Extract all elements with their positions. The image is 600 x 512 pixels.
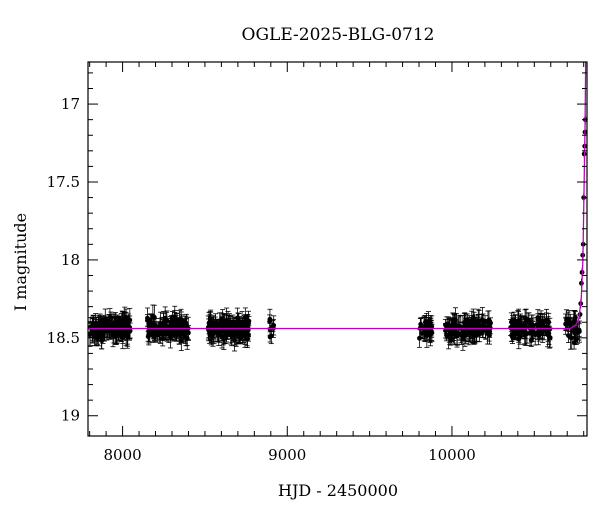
data-point	[208, 328, 214, 334]
data-point	[219, 320, 225, 326]
data-point	[537, 321, 543, 327]
data-point	[215, 327, 221, 333]
x-tick-label: 8000	[103, 446, 141, 464]
data-point	[267, 316, 273, 322]
data-point	[565, 320, 570, 326]
data-point	[475, 318, 481, 324]
data-point	[106, 317, 112, 323]
data-point	[122, 316, 128, 322]
data-point	[241, 333, 247, 338]
y-tick-label: 17.5	[47, 173, 80, 191]
data-point	[446, 323, 452, 329]
x-tick-label: 10000	[428, 446, 476, 464]
data-point	[576, 328, 582, 334]
plot-area	[87, 61, 588, 352]
data-point	[422, 319, 428, 325]
data-point	[184, 322, 189, 328]
data-point	[451, 319, 457, 325]
data-point	[523, 331, 529, 337]
data-point	[223, 334, 229, 340]
data-point	[151, 315, 157, 320]
axis-ticks: 8000 9000 10000 17 17.5 18 18.5 19	[47, 62, 587, 464]
data-point	[115, 319, 121, 325]
data-point	[224, 317, 230, 323]
data-point	[573, 328, 578, 334]
model-curve	[88, 61, 587, 330]
data-point	[420, 330, 426, 336]
data-point	[230, 328, 236, 333]
data-point	[515, 331, 521, 336]
data-point	[530, 329, 536, 335]
data-point	[124, 334, 130, 340]
x-axis-label: HJD - 2450000	[278, 481, 398, 500]
y-axis-label: I magnitude	[11, 213, 30, 311]
data-point	[246, 318, 252, 324]
x-tick-label: 9000	[268, 446, 306, 464]
data-point	[571, 318, 577, 323]
data-point	[467, 330, 473, 335]
y-tick-label: 18.5	[47, 329, 80, 347]
data-point	[470, 315, 476, 320]
data-point	[267, 334, 273, 340]
data-point	[522, 315, 528, 320]
data-point	[110, 332, 116, 338]
data-point	[117, 329, 123, 335]
data-point	[516, 318, 522, 323]
data-point	[443, 328, 448, 334]
data-point	[180, 328, 186, 333]
data-point	[239, 321, 245, 327]
data-point	[519, 323, 525, 329]
data-point	[169, 328, 174, 334]
data-point	[246, 332, 251, 338]
data-point	[271, 323, 277, 328]
data-point	[145, 315, 150, 321]
plot-frame	[87, 61, 588, 437]
y-tick-label: 18	[61, 251, 80, 269]
data-point	[237, 330, 243, 336]
data-point	[486, 317, 492, 323]
chart-title: OGLE-2025-BLG-0712	[242, 25, 435, 45]
data-point	[157, 331, 163, 336]
data-point	[487, 329, 493, 334]
data-point	[225, 329, 230, 335]
data-point	[162, 315, 168, 321]
data-point	[527, 323, 533, 329]
data-point	[474, 332, 480, 338]
data-point	[245, 336, 250, 342]
data-point	[544, 319, 549, 325]
data-point	[418, 321, 424, 327]
y-tick-label: 19	[61, 407, 80, 425]
data-point	[121, 328, 127, 334]
y-tick-label: 17	[61, 95, 80, 113]
data-point	[459, 332, 464, 338]
data-point	[509, 332, 515, 338]
data-point	[535, 317, 541, 323]
